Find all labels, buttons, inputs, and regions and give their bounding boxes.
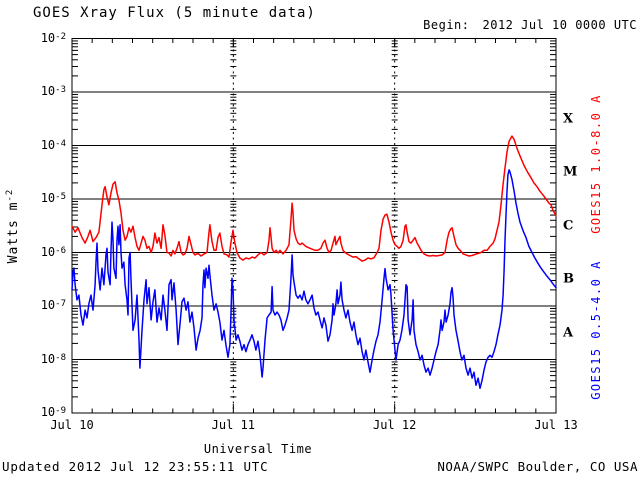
x-tick-label-jul-10: Jul 10: [50, 418, 94, 432]
y-axis-title-text: Watts m: [6, 201, 22, 264]
x-ticks: [71, 38, 557, 413]
y-tick-label-1e-6: 10-6: [40, 244, 66, 259]
begin-label: Begin:: [423, 18, 470, 32]
y-tick-label-1e-4: 10-4: [40, 137, 66, 152]
y-tick-label-1e-5: 10-5: [40, 191, 66, 205]
x-tick-label-jul-12: Jul 12: [372, 418, 417, 432]
series-short-channel-line: [71, 169, 557, 390]
flare-class-label-a: A: [563, 325, 574, 341]
series-long-channel-line: [71, 135, 557, 262]
flare-class-label-c: C: [563, 218, 574, 234]
day-boundary-dashed-lines: [232, 38, 396, 413]
plot-border: [71, 38, 557, 414]
y-axis-title-exponent: -2: [4, 188, 15, 202]
y-tick-label-1e-2: 10-2: [40, 30, 66, 45]
y-minor-ticks: [72, 40, 556, 398]
page-title: GOES Xray Flux (5 minute data): [33, 5, 316, 21]
y-tick-label-1e-7: 10-7: [40, 298, 66, 312]
flare-class-label-m: M: [563, 164, 578, 180]
flare-class-label-b: B: [563, 271, 574, 287]
updated-timestamp: Updated 2012 Jul 12 23:55:11 UTC: [2, 459, 269, 474]
x-tick-label-jul-13: Jul 13: [534, 418, 578, 432]
legend-short-channel: GOES15 0.5-4.0 A: [589, 260, 603, 400]
x-tick-label-jul-11: Jul 11: [211, 418, 256, 432]
legend-long-channel: GOES15 1.0-8.0 A: [589, 94, 603, 234]
x-axis-title: Universal Time: [203, 442, 313, 456]
flare-class-label-x: X: [563, 111, 574, 127]
y-axis-title: Watts m-2: [5, 189, 21, 264]
credit-text: NOAA/SWPC Boulder, CO USA: [437, 459, 638, 474]
decade-gridlines: [72, 91, 556, 360]
y-tick-label-1e-9: 10-9: [40, 405, 66, 419]
begin-value: 2012 Jul 10 0000 UTC: [482, 18, 637, 32]
begin-timestamp: Begin: 2012 Jul 10 0000 UTC: [423, 18, 637, 32]
y-tick-label-1e-8: 10-8: [40, 351, 66, 366]
y-tick-label-1e-3: 10-3: [40, 84, 66, 98]
